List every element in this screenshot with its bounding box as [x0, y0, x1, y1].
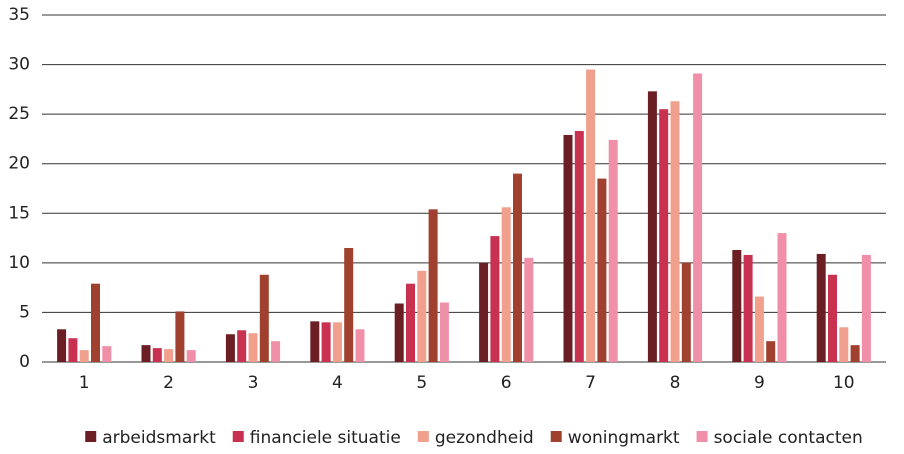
bar — [417, 270, 427, 362]
bar — [479, 262, 489, 362]
legend-swatch — [550, 431, 562, 442]
bar — [659, 109, 669, 362]
legend-swatch — [417, 431, 429, 442]
x-tick-label: 1 — [79, 373, 90, 393]
bar — [68, 338, 78, 362]
x-tick-label: 4 — [332, 373, 343, 393]
bar — [310, 321, 320, 362]
bar — [439, 302, 449, 362]
x-tick-label: 3 — [248, 373, 259, 393]
y-tick-label: 15 — [8, 203, 30, 223]
legend-label: financiele situatie — [250, 428, 401, 448]
bar — [839, 327, 849, 362]
bar — [332, 322, 342, 362]
bar — [164, 349, 174, 362]
y-tick-label: 30 — [8, 55, 30, 75]
bar — [321, 322, 331, 362]
bar — [225, 334, 235, 362]
legend-swatch — [696, 431, 708, 442]
bar — [743, 254, 753, 362]
bar — [406, 283, 415, 362]
bar — [186, 350, 196, 362]
legend-swatch — [232, 431, 244, 442]
x-tick-label: 9 — [754, 373, 765, 393]
bar — [828, 274, 837, 362]
bar — [57, 329, 67, 362]
bar — [816, 253, 826, 362]
bar — [141, 345, 151, 362]
bar — [597, 178, 607, 362]
bar — [681, 262, 691, 362]
y-tick-label: 35 — [8, 5, 30, 25]
bar — [102, 346, 112, 362]
legend-label: gezondheid — [435, 428, 534, 448]
y-tick-label: 10 — [8, 253, 30, 273]
bar — [693, 73, 703, 362]
bar — [152, 348, 162, 362]
legend-swatch — [85, 431, 97, 442]
bar — [732, 249, 742, 362]
bar — [271, 341, 281, 362]
y-tick-label: 0 — [19, 352, 30, 372]
bar — [777, 233, 787, 362]
bar — [524, 257, 534, 362]
x-tick-label: 5 — [416, 373, 427, 393]
bar — [237, 330, 247, 362]
bar — [647, 91, 657, 362]
x-tick-label: 8 — [670, 373, 681, 393]
bar — [670, 101, 680, 363]
bar — [355, 329, 365, 362]
bar — [248, 333, 258, 362]
bar — [91, 283, 100, 362]
y-tick-label: 20 — [8, 154, 30, 174]
bar — [394, 303, 404, 362]
bar — [563, 134, 573, 362]
bar — [754, 296, 764, 362]
x-tick-label: 7 — [585, 373, 596, 393]
legend-label: sociale contacten — [714, 428, 863, 448]
bar — [574, 130, 584, 362]
bar — [501, 207, 511, 362]
x-tick-label: 2 — [163, 373, 174, 393]
y-tick-label: 5 — [19, 302, 30, 322]
x-tick-label: 10 — [833, 373, 855, 393]
bar — [428, 209, 438, 362]
y-tick-label: 25 — [8, 104, 30, 124]
legend-label: woningmarkt — [568, 428, 680, 448]
bar — [850, 345, 860, 362]
x-tick-label: 6 — [501, 373, 512, 393]
bar — [608, 139, 618, 362]
bar — [513, 173, 522, 362]
bar — [490, 236, 500, 362]
bar — [79, 350, 89, 362]
bar — [259, 274, 269, 362]
bar — [586, 69, 596, 363]
bar — [344, 247, 354, 362]
bar — [766, 341, 776, 362]
legend-label: arbeidsmarkt — [102, 428, 216, 448]
bar — [861, 254, 871, 362]
bar — [175, 311, 185, 362]
